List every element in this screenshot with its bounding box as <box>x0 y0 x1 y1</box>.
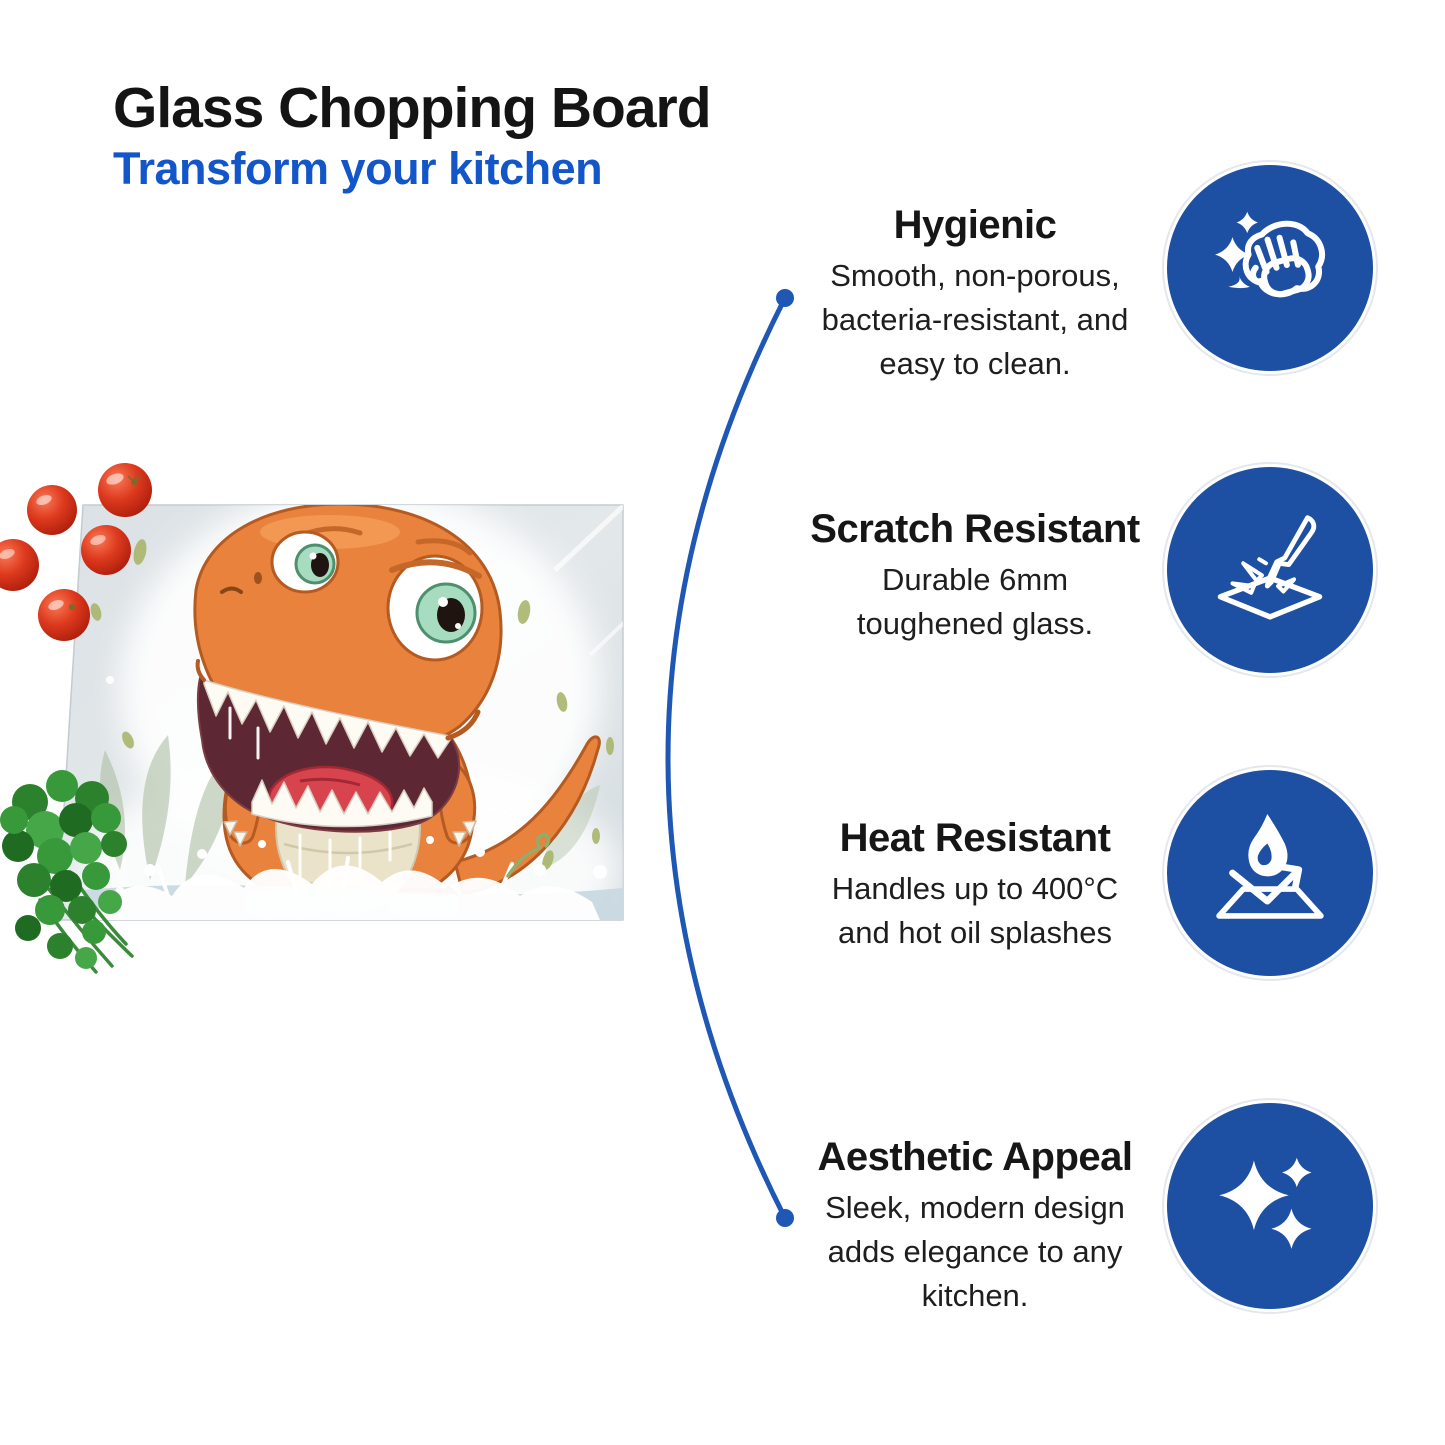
arc-end-dot <box>776 1209 794 1227</box>
feature-line: easy to clean. <box>879 346 1071 381</box>
cherry-tomatoes <box>0 463 152 641</box>
connector-arc <box>665 289 794 1227</box>
feature-title: Aesthetic Appeal <box>817 1135 1133 1179</box>
product-photo <box>0 440 660 1000</box>
feature-line: Smooth, non-porous, <box>830 258 1120 293</box>
feature-text: Heat Resistant Handles up to 400°C and h… <box>780 815 1170 955</box>
heat-icon-circle <box>1167 770 1373 976</box>
feature-heat-resistant: Heat Resistant Handles up to 400°C and h… <box>780 770 1445 976</box>
feature-text: Aesthetic Appeal Sleek, modern design ad… <box>780 1134 1170 1318</box>
feature-line: toughened glass. <box>856 606 1094 641</box>
feature-line: Handles up to 400°C <box>831 871 1119 906</box>
feature-line: and hot oil splashes <box>837 915 1113 950</box>
feature-text: Hygienic Smooth, non-porous, bacteria-re… <box>780 202 1170 386</box>
feature-line: kitchen. <box>921 1278 1029 1313</box>
page-title: Glass Chopping Board <box>113 76 712 140</box>
feature-title: Scratch Resistant <box>810 507 1140 551</box>
header: Glass Chopping Board Transform your kitc… <box>113 76 712 194</box>
dinosaur-eyes <box>270 530 484 662</box>
feature-aesthetic-appeal: Aesthetic Appeal Sleek, modern design ad… <box>780 1103 1445 1313</box>
flame-heat-deflect-icon <box>1216 814 1324 919</box>
page-subtitle: Transform your kitchen <box>113 143 603 194</box>
feature-title: Heat Resistant <box>839 816 1111 860</box>
feature-line: adds elegance to any <box>827 1234 1123 1269</box>
aesthetic-icon-circle <box>1167 1103 1373 1309</box>
dinosaur-artwork <box>193 505 601 920</box>
parsley-bunch <box>0 770 134 974</box>
knife-scratch-icon <box>1217 515 1323 620</box>
hygienic-icon-circle <box>1167 165 1373 371</box>
feature-line: bacteria-resistant, and <box>821 302 1129 337</box>
arc-start-dot <box>776 289 794 307</box>
product-illustration <box>0 463 624 974</box>
feature-title: Hygienic <box>893 203 1057 247</box>
hand-wipe-sparkle-icon <box>1215 211 1325 298</box>
feature-text: Scratch Resistant Durable 6mm toughened … <box>780 506 1170 646</box>
dinosaur-mouth <box>195 659 481 833</box>
scratch-icon-circle <box>1167 467 1373 673</box>
feature-line: Sleek, modern design <box>825 1190 1125 1225</box>
sparkles-icon <box>1219 1157 1312 1249</box>
feature-line: Durable 6mm <box>881 562 1069 597</box>
feature-hygienic: Hygienic Smooth, non-porous, bacteria-re… <box>780 165 1445 381</box>
water-splash <box>83 832 623 920</box>
feature-scratch-resistant: Scratch Resistant Durable 6mm toughened … <box>780 467 1445 673</box>
